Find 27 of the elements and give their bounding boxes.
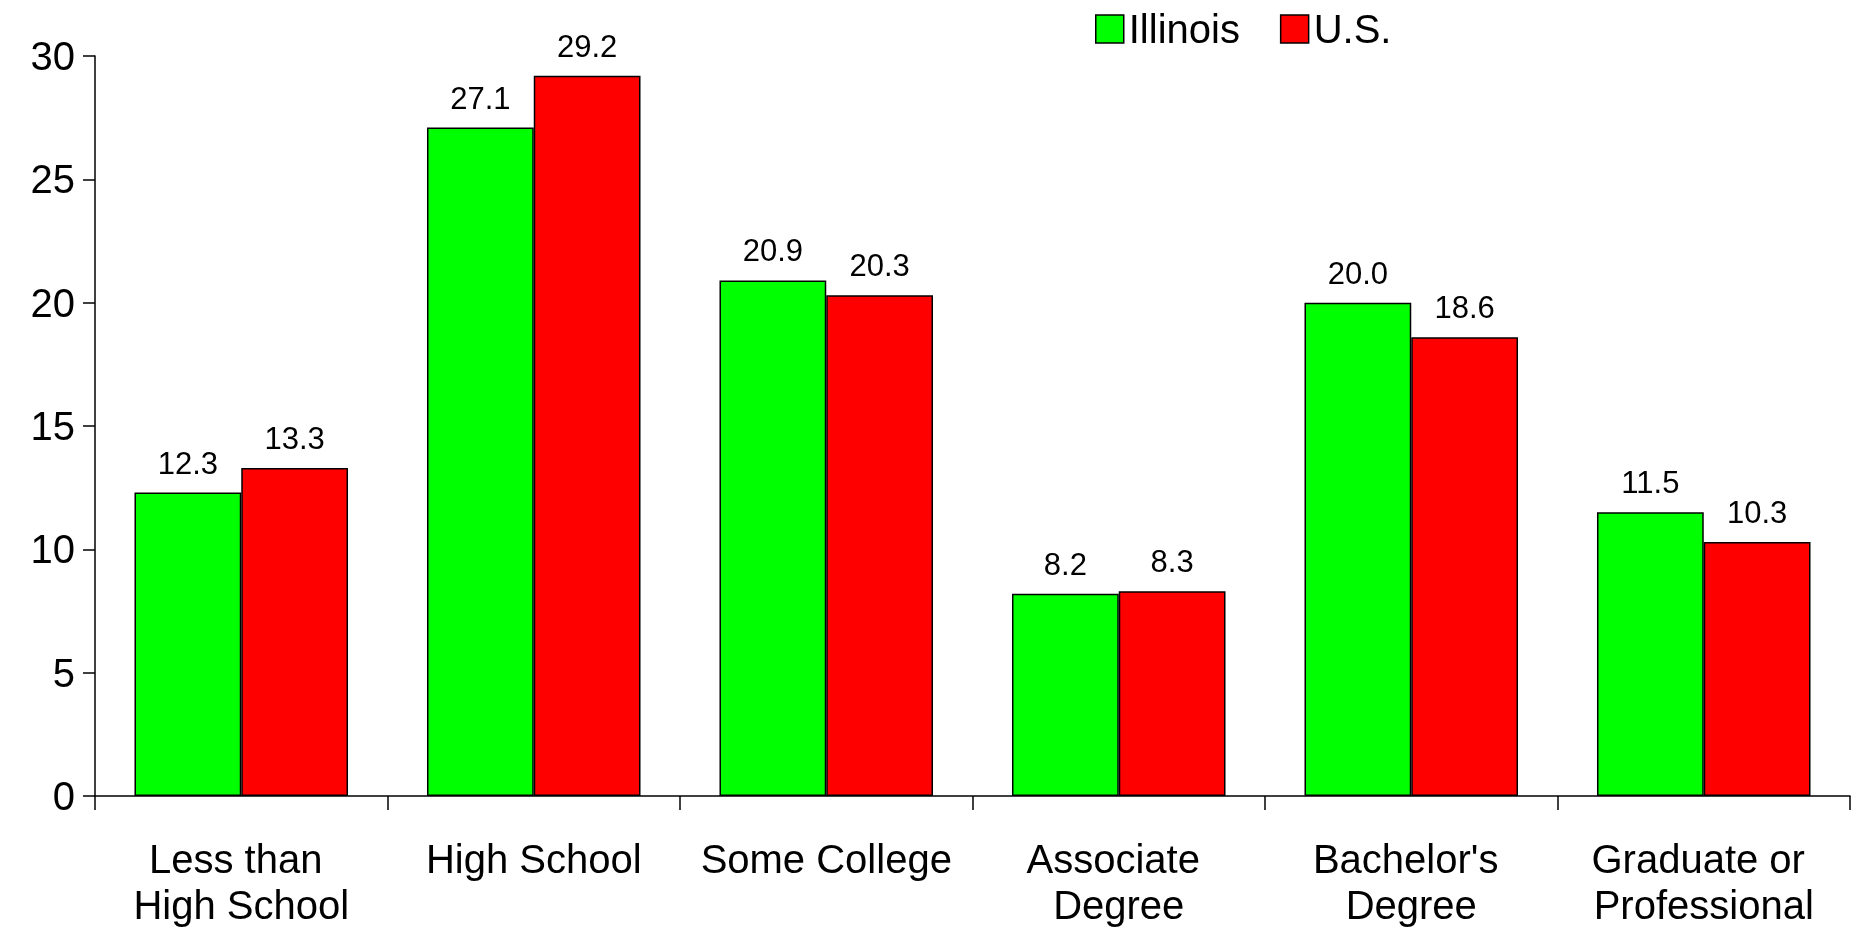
y-tick-label: 25 bbox=[30, 157, 75, 202]
x-tick-label: Associate Degree bbox=[1026, 837, 1212, 927]
data-label: 12.3 bbox=[157, 445, 219, 481]
data-label: 8.2 bbox=[1043, 546, 1087, 582]
data-label: 29.2 bbox=[556, 28, 618, 64]
data-label: 20.3 bbox=[849, 248, 910, 284]
x-tick-label: Some College bbox=[700, 837, 952, 881]
data-label: 13.3 bbox=[264, 420, 325, 456]
legend-label: Illinois bbox=[1128, 7, 1240, 51]
y-tick-label: 5 bbox=[52, 650, 75, 695]
y-tick-label: 30 bbox=[30, 34, 75, 78]
x-tick-label: High School bbox=[425, 837, 642, 881]
data-label: 20.9 bbox=[742, 233, 804, 269]
y-tick-label: 0 bbox=[52, 774, 75, 818]
data-label: 27.1 bbox=[450, 80, 511, 116]
data-label: 11.5 bbox=[1621, 465, 1680, 501]
data-label: 10.3 bbox=[1726, 494, 1788, 530]
x-tick-label: Graduate or Professional bbox=[1591, 837, 1817, 927]
y-tick-label: 20 bbox=[30, 280, 75, 325]
y-tick-label: 10 bbox=[30, 527, 75, 572]
legend-label: U.S. bbox=[1313, 7, 1392, 51]
y-tick-label: 15 bbox=[30, 404, 75, 448]
x-tick-label: Less than High School bbox=[133, 837, 350, 927]
data-label: 20.0 bbox=[1327, 255, 1389, 291]
data-label: 18.6 bbox=[1434, 290, 1495, 326]
x-tick-label: Bachelor's Degree bbox=[1312, 837, 1510, 927]
data-label: 8.3 bbox=[1150, 544, 1194, 580]
